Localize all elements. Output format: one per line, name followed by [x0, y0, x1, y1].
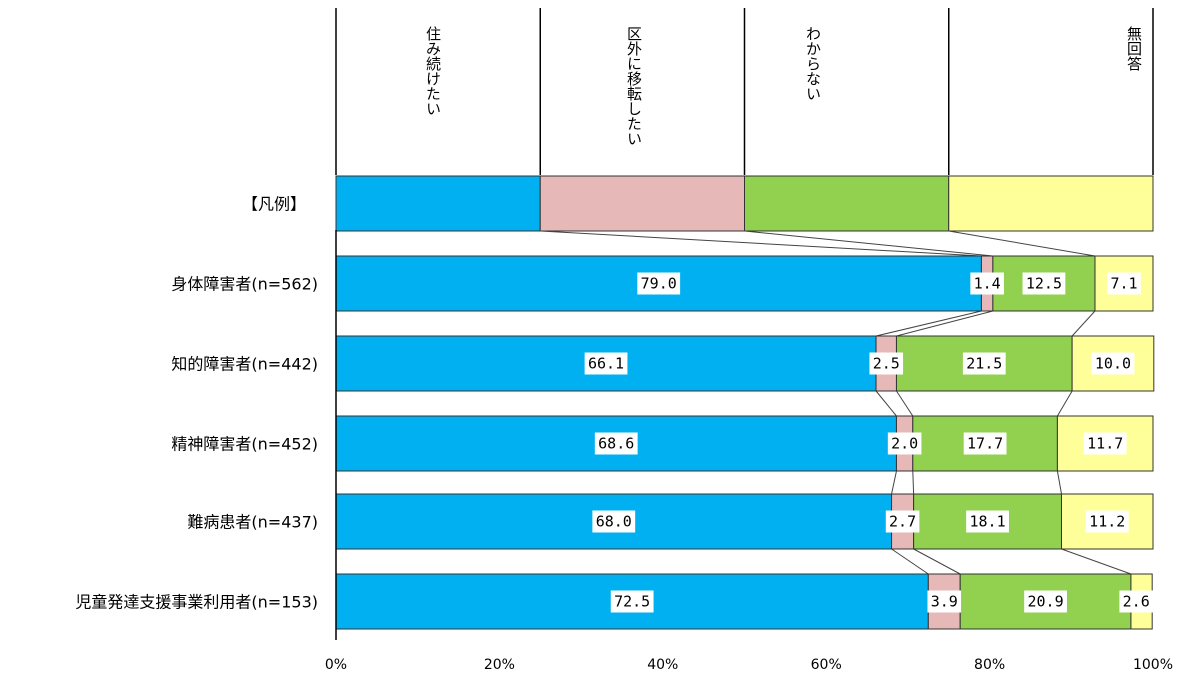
- value-label-3-2: 18.1: [969, 513, 1005, 531]
- value-label-bg-3-3: [1085, 510, 1129, 533]
- connector-line-0-1: [540, 230, 982, 257]
- connector-line-3-1: [891, 470, 897, 495]
- category-label-1: 知的障害者(n=442): [171, 355, 318, 374]
- value-label-bg-1-0: [584, 352, 628, 375]
- connector-line-0-2: [744, 230, 993, 257]
- x-tick-label-2: 40%: [647, 657, 678, 673]
- value-label-bg-0-1: [970, 272, 1004, 295]
- value-label-bg-4-1: [927, 590, 962, 613]
- legend-swatch-0: [335, 175, 541, 232]
- legend-title-0: 住み続けたい: [424, 26, 442, 116]
- legend-title-1: 区外に移転したい: [625, 26, 643, 146]
- connector-line-4-3: [1061, 548, 1132, 575]
- value-label-4-1: 3.9: [931, 593, 958, 611]
- value-label-1-2: 21.5: [966, 355, 1002, 373]
- legend-swatch-1: [539, 175, 745, 232]
- x-tick-label-1: 20%: [484, 657, 515, 673]
- value-label-0-0: 79.0: [641, 275, 677, 293]
- value-label-4-3: 2.6: [1123, 593, 1150, 611]
- legend-swatch-3: [948, 175, 1154, 232]
- legend-title-3: 無回答: [1125, 26, 1143, 71]
- value-label-0-1: 1.4: [974, 275, 1001, 293]
- value-label-bg-4-2: [1024, 590, 1067, 613]
- legend-title-2: わからない: [804, 26, 822, 101]
- category-label-3: 難病患者(n=437): [187, 513, 318, 532]
- value-label-2-0: 68.6: [598, 435, 634, 453]
- x-tick-label-5: 100%: [1133, 657, 1173, 673]
- connector-line-1-2: [896, 310, 993, 337]
- connector-line-2-2: [896, 390, 914, 417]
- legend-row-label: 【凡例】: [242, 195, 306, 214]
- bar-segment-2-3: [1056, 415, 1154, 472]
- connector-line-4-1: [891, 548, 929, 575]
- value-label-bg-2-2: [963, 432, 1007, 455]
- value-label-2-3: 11.7: [1087, 435, 1123, 453]
- value-label-4-2: 20.9: [1028, 593, 1064, 611]
- category-label-2: 精神障害者(n=452): [171, 435, 318, 454]
- value-label-1-3: 10.0: [1095, 355, 1131, 373]
- category-label-0: 身体障害者(n=562): [171, 275, 318, 294]
- value-label-1-1: 2.5: [873, 355, 900, 373]
- value-label-bg-3-1: [885, 510, 920, 533]
- x-tick-label-4: 80%: [974, 657, 1005, 673]
- value-label-bg-3-0: [592, 510, 636, 533]
- value-label-bg-1-1: [869, 352, 904, 375]
- value-label-0-3: 7.1: [1110, 275, 1137, 293]
- x-tick-label-3: 60%: [811, 657, 842, 673]
- value-label-bg-3-2: [966, 510, 1009, 533]
- connector-line-4-2: [913, 548, 961, 575]
- value-label-bg-0-0: [637, 272, 681, 295]
- value-label-3-0: 68.0: [596, 513, 632, 531]
- value-label-bg-2-3: [1083, 432, 1127, 455]
- value-label-bg-0-3: [1107, 272, 1141, 295]
- value-label-4-0: 72.5: [614, 593, 650, 611]
- value-label-bg-2-0: [594, 432, 638, 455]
- connector-line-3-3: [1056, 470, 1062, 495]
- value-label-bg-0-2: [1022, 272, 1066, 295]
- value-label-bg-4-3: [1119, 590, 1153, 613]
- value-label-2-2: 17.7: [967, 435, 1003, 453]
- value-label-0-2: 12.5: [1026, 275, 1062, 293]
- connector-line-2-1: [875, 390, 897, 417]
- value-label-1-0: 66.1: [588, 355, 624, 373]
- value-label-3-1: 2.7: [889, 513, 916, 531]
- connector-line-1-1: [875, 310, 982, 337]
- value-label-bg-2-1: [887, 432, 922, 455]
- connector-line-1-3: [1071, 310, 1096, 337]
- value-label-3-3: 11.2: [1089, 513, 1125, 531]
- value-label-bg-4-0: [610, 590, 654, 613]
- connector-line-3-2: [912, 470, 915, 495]
- legend-swatch-2: [744, 175, 950, 232]
- category-label-4: 児童発達支援事業利用者(n=153): [75, 593, 318, 612]
- connector-line-2-3: [1056, 390, 1073, 417]
- value-label-bg-1-3: [1091, 352, 1135, 375]
- value-label-bg-1-2: [962, 352, 1006, 375]
- connector-line-0-3: [948, 230, 1096, 257]
- value-label-2-1: 2.0: [891, 435, 918, 453]
- x-tick-label-0: 0%: [325, 657, 347, 673]
